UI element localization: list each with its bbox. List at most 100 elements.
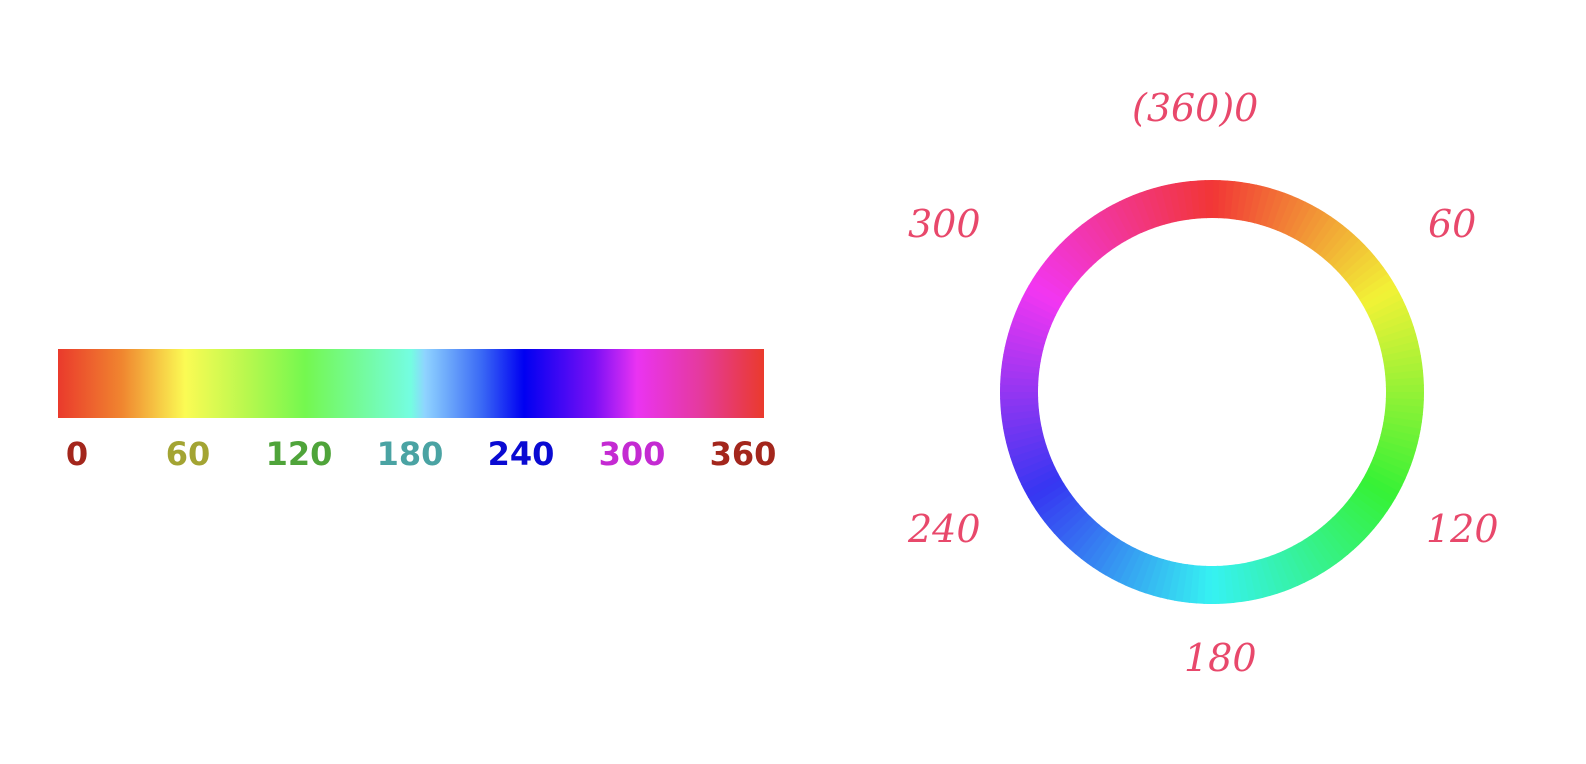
hue-wheel-segment	[1252, 203, 1260, 205]
hue-wheel-segment	[1271, 573, 1278, 576]
hue-wheel-segment	[1072, 525, 1077, 530]
hue-wheel-segment	[1098, 548, 1104, 552]
hue-wheel-segment	[1052, 278, 1056, 284]
hue-wheel-segment	[1109, 555, 1116, 559]
hue-wheel-segment	[1375, 489, 1379, 496]
hue-wheel-segment	[1035, 470, 1038, 477]
hue-wheel-segment	[1021, 418, 1022, 426]
hue-wheel-segment	[1319, 548, 1325, 552]
hue-wheel-segment	[1382, 477, 1386, 484]
hue-wheel-segment	[1346, 253, 1351, 258]
hue-wheel-segment	[1385, 471, 1388, 478]
hue-wheel-segment	[1028, 451, 1031, 458]
hue-wheel-segment	[1033, 463, 1036, 470]
wheel-label-240: 240	[908, 505, 981, 553]
hue-wheel-segment	[1393, 452, 1396, 459]
hue-wheel-segment	[1325, 544, 1331, 549]
hue-wheel-segment	[1290, 565, 1297, 568]
hue-wheel-segment	[1092, 543, 1098, 548]
hue-wheel-segment	[1069, 257, 1074, 263]
hue-wheel-segment	[1056, 272, 1061, 278]
hue-wheel-segment	[1225, 199, 1233, 200]
hue-wheel-segment	[1121, 218, 1128, 222]
hue-wheel-segment	[1048, 283, 1052, 289]
hue-wheel-segment	[1313, 552, 1320, 556]
hue-wheel-segment	[1396, 332, 1398, 339]
hue-wheel-segment	[1178, 201, 1186, 202]
hue-wheel-segment	[1336, 244, 1342, 249]
hue-wheel-segment	[1191, 584, 1199, 585]
hue-wheel-segment	[1048, 493, 1052, 500]
hue-wheel-segment	[1121, 562, 1128, 566]
hue-wheel-segment	[1325, 236, 1331, 241]
hue-wheel-segment	[1115, 559, 1122, 563]
hue-wheel-segment	[1363, 505, 1368, 511]
hue-wheel-segment	[1110, 224, 1117, 228]
hue-wheel-segment	[1159, 204, 1166, 206]
hue-wheel-segment	[1398, 339, 1400, 346]
hue-wheel-segment	[1401, 426, 1403, 434]
hue-wheel-segment	[1391, 320, 1394, 327]
hue-wheel-segment	[1087, 539, 1093, 544]
hue-wheel-segment	[1272, 208, 1279, 211]
hue-wheel-segment	[1379, 296, 1383, 303]
hue-wheel-segment	[1309, 225, 1316, 229]
hue-wheel-segment	[1145, 573, 1152, 576]
hue-wheel-segment	[1296, 562, 1303, 566]
hue-wheel-segment	[1264, 576, 1271, 578]
hue-wheel-segment	[1020, 411, 1021, 419]
hue-wheel-segment	[1068, 520, 1073, 526]
hue-wheel-segment	[1402, 419, 1403, 427]
hue-wheel-segment	[1042, 295, 1046, 302]
hue-wheel-segment	[1265, 206, 1272, 208]
hue-wheel-segment	[1020, 364, 1021, 372]
hue-wheel-segment	[1028, 325, 1031, 332]
hue-wheel-segment	[1158, 577, 1165, 579]
wheel-label-180: 180	[1184, 634, 1257, 682]
hue-wheel-segment	[1024, 438, 1026, 445]
hue-wheel-segment	[1350, 521, 1355, 527]
hue-wheel-segment	[1382, 301, 1386, 308]
hue-wheel-segment	[1359, 511, 1364, 517]
hue-wheel-segment	[1023, 344, 1025, 352]
hue-wheel-segment	[1245, 581, 1253, 582]
hue-wheel-segment	[1303, 222, 1310, 226]
hue-wheel-segment	[1224, 584, 1232, 585]
hue-wheel-segment	[1368, 279, 1372, 285]
hue-wheel-segment	[1351, 258, 1356, 264]
hue-wheel-segment	[1039, 301, 1043, 308]
hue-wheel-segment	[1078, 248, 1084, 253]
hue-wheel-segment	[1399, 345, 1401, 353]
hue-wheel-segment	[1403, 412, 1404, 420]
hue-wheel-segment	[1140, 210, 1147, 213]
hue-wheel-segment	[1022, 425, 1023, 433]
hue-wheel-segment	[1330, 540, 1336, 545]
hue-wheel-segment	[1134, 213, 1141, 216]
hue-wheel-segment	[1404, 405, 1405, 413]
hue-wheel-segment	[1320, 232, 1326, 236]
hue-wheel-segment	[1044, 488, 1048, 495]
hue-wheel-segment	[1082, 535, 1088, 540]
wheel-label-120: 120	[1426, 505, 1499, 553]
hue-wheel-segment	[1059, 510, 1064, 516]
hue-wheel-segment	[1251, 579, 1259, 581]
hue-wheel-segment	[1116, 221, 1123, 225]
hue-wheel-segment	[1258, 578, 1265, 580]
hue-wheel-segment	[1388, 464, 1391, 471]
hue-wheel-segment	[1041, 482, 1045, 489]
hue-wheel-segment	[1151, 575, 1158, 577]
hue-wheel-segment	[1064, 262, 1069, 268]
hue-wheel-segment	[1139, 571, 1146, 574]
hue-wheel-segment	[1036, 306, 1039, 313]
hue-wheel-segment	[1404, 372, 1405, 380]
hue-wheel-segment	[1331, 240, 1337, 245]
hue-wheel-segment	[1126, 565, 1133, 568]
hue-wheel-segment	[1093, 235, 1099, 240]
hue-wheel-segment	[1023, 431, 1025, 439]
hue-wheel-segment	[1238, 582, 1246, 583]
hue-wheel-segment	[1393, 326, 1396, 333]
hue-wheel-segment	[1184, 583, 1192, 584]
hue-wheel-segment	[1345, 526, 1350, 531]
hue-wheel-segment	[1185, 200, 1193, 201]
hue-wheel-segment	[1277, 571, 1284, 574]
